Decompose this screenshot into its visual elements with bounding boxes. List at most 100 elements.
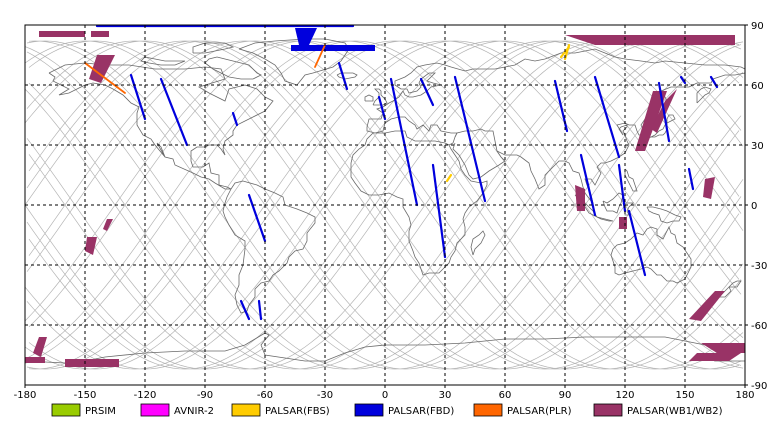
fbd-swath: [257, 299, 263, 321]
orbit-track: [24, 40, 740, 370]
legend-swatch: [140, 403, 170, 417]
fbd-swath: [159, 77, 189, 147]
x-tick-label: -60: [257, 390, 273, 401]
coastline: [24, 332, 745, 364]
x-tick-label: -180: [14, 390, 37, 401]
orbit-track: [26, 40, 742, 370]
fbd-swath: [679, 75, 687, 85]
y-tick-label: -30: [751, 261, 767, 272]
legend-label: PALSAR(WB1/WB2): [627, 406, 723, 417]
legend-swatch: [473, 403, 503, 417]
legend-item: PRSIM: [51, 403, 116, 417]
orbit-track: [28, 40, 744, 370]
coastline: [350, 48, 746, 164]
x-tick-label: 90: [559, 390, 572, 401]
y-tick-label: 30: [751, 141, 764, 152]
coastlines: [24, 38, 746, 364]
coastline: [192, 42, 235, 54]
wb-swath: [65, 359, 119, 367]
fbd-swath: [247, 193, 267, 243]
coastline: [452, 128, 506, 180]
coastline: [646, 206, 682, 224]
coastline: [470, 230, 486, 256]
y-tick-label: -90: [751, 381, 767, 392]
fbd-swath: [617, 163, 627, 213]
y-tick-label: 90: [751, 21, 764, 32]
x-tick-label: 0: [382, 390, 388, 401]
wb-swath: [689, 353, 741, 361]
legend-swatch: [231, 403, 261, 417]
legend-swatch: [51, 403, 81, 417]
fbd-swath: [419, 77, 435, 107]
fbd-swath: [129, 73, 147, 121]
orbit-track: [24, 40, 740, 370]
fbd-swath: [593, 75, 621, 159]
x-tick-label: -30: [317, 390, 333, 401]
wb-swath: [619, 217, 627, 229]
y-tick-label: 60: [751, 81, 764, 92]
fbd-swath: [579, 153, 597, 217]
coastline: [350, 144, 488, 276]
fbd-swath: [431, 163, 447, 259]
fbd-swath: [295, 28, 317, 45]
legend-item: PALSAR(WB1/WB2): [593, 403, 723, 417]
fbd-swath: [657, 81, 671, 143]
coastline: [728, 280, 742, 288]
fbd-swath: [231, 111, 239, 127]
x-tick-label: -120: [134, 390, 157, 401]
coastline: [204, 56, 262, 80]
wb-swath: [689, 291, 725, 321]
fbd-swath: [377, 95, 387, 121]
fbs-swath: [563, 43, 571, 61]
legend-label: PALSAR(FBS): [265, 406, 330, 417]
orbit-track: [28, 40, 744, 370]
orbit-track: [24, 40, 740, 370]
wb-swath: [25, 357, 45, 363]
legend-item: PALSAR(FBS): [231, 403, 330, 417]
x-tick-label: 30: [439, 390, 452, 401]
legend-label: AVNIR-2: [174, 406, 214, 417]
coastline: [596, 216, 614, 222]
x-tick-label: 180: [735, 390, 754, 401]
coastline: [696, 86, 712, 104]
legend: PRSIM AVNIR-2 PALSAR(FBS) PALSAR(FBD) PALSAR…: [51, 403, 723, 417]
graticule: [25, 25, 745, 385]
x-tick-label: -90: [197, 390, 213, 401]
coastline: [364, 94, 374, 102]
coastline: [222, 180, 316, 314]
wb-swath: [85, 237, 97, 255]
orbit-track: [28, 40, 744, 370]
fbd-swath: [389, 77, 419, 207]
y-tick-label: 0: [751, 201, 757, 212]
orbit-track: [24, 40, 740, 370]
wb-swath: [565, 35, 735, 45]
x-tick-label: 150: [675, 390, 694, 401]
fbd-swath: [627, 209, 647, 277]
x-tick-label: 60: [499, 390, 512, 401]
coastline: [48, 62, 274, 190]
coastline: [624, 168, 638, 192]
orbit-track: [24, 40, 740, 370]
legend-swatch: [354, 403, 384, 417]
legend-item: PALSAR(PLR): [473, 403, 572, 417]
x-tick-label: -150: [74, 390, 97, 401]
wb-swath: [39, 31, 85, 37]
orbit-track: [28, 40, 744, 370]
legend-item: PALSAR(FBD): [354, 403, 454, 417]
y-tick-label: -60: [751, 321, 767, 332]
legend-swatch: [593, 403, 623, 417]
orbit-track: [24, 40, 740, 370]
x-tick-label: 120: [615, 390, 634, 401]
orbit-track: [24, 40, 740, 370]
coverage-layer: [25, 24, 745, 367]
fbd-swath: [239, 299, 251, 321]
wb-swath: [635, 91, 667, 151]
fbd-swath: [687, 167, 695, 191]
fbd-swath: [453, 75, 487, 203]
wb-swath: [701, 343, 745, 353]
wb-swath: [703, 177, 715, 199]
coastline: [666, 114, 676, 124]
wb-swath: [103, 219, 113, 231]
wb-swath: [89, 55, 115, 83]
